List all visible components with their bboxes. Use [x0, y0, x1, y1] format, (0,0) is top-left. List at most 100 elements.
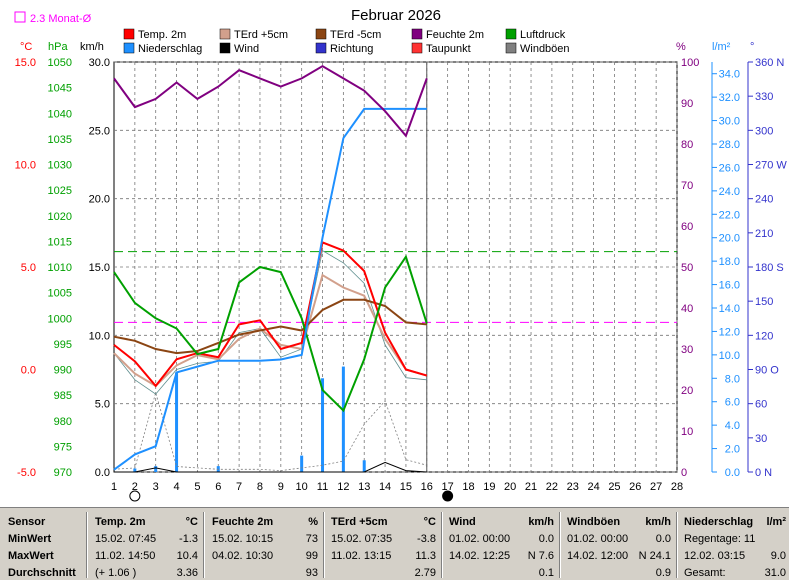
legend-swatch: [315, 42, 327, 54]
series-line-windb-en: [113, 391, 427, 472]
temp-unit: °C: [185, 516, 198, 528]
rain-tick-label: 16.0: [719, 280, 740, 292]
gust-unit: km/h: [645, 516, 671, 528]
pressure-tick-label: 1050: [48, 57, 72, 69]
direction-tick-label: 300: [755, 125, 773, 137]
monthly-mean-checkbox[interactable]: [14, 11, 26, 23]
humidity-axis-unit: %: [676, 41, 686, 53]
rain-unit: l/m²: [766, 516, 786, 528]
temp-max-time: 11.02. 14:50: [95, 550, 156, 562]
x-tick-label: 17: [442, 481, 454, 493]
rain-max-value: 9.0: [770, 550, 786, 562]
rain-tick-label: 18.0: [719, 256, 740, 268]
temp-avg-note: (+ 1.06 ): [95, 567, 137, 579]
legend-label: Feuchte 2m: [426, 29, 484, 41]
temp-tick-label: 5.0: [21, 262, 36, 274]
rain-tick-label: 34.0: [719, 69, 740, 81]
pressure-tick-label: 980: [54, 416, 72, 428]
legend-swatch: [505, 42, 517, 54]
rain-total-label: Gesamt:: [684, 567, 726, 579]
pressure-tick-label: 985: [54, 390, 72, 402]
gust-min-time: 01.02. 00:00: [567, 533, 629, 545]
humidity-tick-label: 40: [681, 303, 693, 315]
wind-tick-label: 5.0: [95, 399, 110, 411]
pressure-tick-label: 1000: [48, 313, 72, 325]
humidity-tick-label: 80: [681, 139, 693, 151]
pressure-axis-unit: hPa: [48, 41, 68, 53]
direction-tick-label: 150: [755, 296, 773, 308]
legend-label: Windböen: [520, 43, 570, 55]
direction-tick-label: 330: [755, 91, 773, 103]
rain-tick-label: 28.0: [719, 139, 740, 151]
x-tick-label: 28: [671, 481, 683, 493]
x-tick-label: 8: [257, 481, 263, 493]
x-tick-label: 24: [587, 481, 599, 493]
series-line-wind: [114, 461, 427, 473]
rain-total-value: 31.0: [764, 567, 786, 579]
rain-tick-label: 14.0: [719, 303, 740, 315]
gust-header: Windböen: [567, 516, 621, 528]
temp-max-value: 10.4: [176, 550, 198, 562]
x-tick-label: 14: [379, 481, 391, 493]
pressure-tick-label: 1030: [48, 160, 72, 172]
wind-min-time: 01.02. 00:00: [449, 533, 511, 545]
rain-max-time: 12.02. 03:15: [684, 550, 746, 562]
rain-tick-label: 24.0: [719, 186, 740, 198]
rain-header: Niederschlag: [684, 516, 754, 528]
legend-swatch: [411, 42, 423, 54]
wind-max-time: 14.02. 12:25: [449, 550, 511, 562]
legend-swatch: [315, 28, 327, 40]
humidity-tick-label: 90: [681, 98, 693, 110]
pressure-tick-label: 1020: [48, 211, 72, 223]
soil-max-value: 11.3: [415, 550, 436, 562]
full-moon-icon: [129, 490, 141, 502]
legend-swatch: [123, 28, 135, 40]
soil-max-time: 11.02. 13:15: [331, 550, 392, 562]
pressure-tick-label: 1035: [48, 134, 72, 146]
pressure-tick-label: 995: [54, 339, 72, 351]
wind-axis-unit: km/h: [80, 41, 104, 53]
wind-tick-label: 20.0: [89, 194, 110, 206]
temp-tick-label: -5.0: [17, 467, 36, 479]
humidity-tick-label: 60: [681, 221, 693, 233]
x-tick-label: 6: [215, 481, 221, 493]
pressure-tick-label: 1010: [48, 262, 72, 274]
x-tick-label: 23: [567, 481, 579, 493]
rain-tick-label: 20.0: [719, 233, 740, 245]
legend-label: TErd +5cm: [234, 29, 288, 41]
legend-label: Niederschlag: [138, 43, 202, 55]
rain-tick-label: 12.0: [719, 326, 740, 338]
pressure-tick-label: 1045: [48, 83, 72, 95]
wind-avg-value: 0.1: [538, 567, 554, 579]
daily-rain-bar: [300, 455, 304, 472]
pressure-tick-label: 970: [54, 467, 72, 479]
statistics-panel: Sensor MinWert MaxWert Durchschnitt Temp…: [0, 507, 789, 580]
legend: Temp. 2m TErd +5cm TErd -5cm Feuchte 2m Luft…: [123, 28, 570, 55]
daily-rain-bar: [321, 378, 325, 472]
humidity-min-time: 15.02. 10:15: [212, 533, 274, 545]
x-tick-label: 10: [296, 481, 308, 493]
wind-tick-label: 15.0: [89, 262, 110, 274]
temp-avg-value: 3.36: [176, 567, 198, 579]
series-line-feuchte-2m: [113, 64, 428, 138]
rain-tick-label: 4.0: [725, 420, 740, 432]
series-line-terd-5cm: [113, 273, 428, 388]
wind-tick-label: 30.0: [89, 57, 110, 69]
series-line-niederschlag: [113, 107, 427, 471]
pressure-tick-label: 1005: [48, 288, 72, 300]
x-tick-label: 3: [153, 481, 159, 493]
maxwert-label: MaxWert: [8, 550, 54, 562]
pressure-tick-label: 990: [54, 365, 72, 377]
series-line-taupunkt: [113, 249, 427, 395]
wind-header: Wind: [449, 516, 476, 528]
daily-rain-bar: [341, 366, 345, 472]
x-tick-label: 16: [421, 481, 433, 493]
temp-tick-label: 15.0: [15, 57, 36, 69]
humidity-max-time: 04.02. 10:30: [212, 550, 274, 562]
humidity-avg-value: 93: [305, 567, 318, 579]
durchschnitt-label: Durchschnitt: [8, 567, 76, 579]
x-tick-label: 7: [236, 481, 242, 493]
soil-unit: °C: [423, 516, 436, 528]
legend-swatch: [123, 42, 135, 54]
soil-avg-value: 2.79: [414, 567, 436, 579]
